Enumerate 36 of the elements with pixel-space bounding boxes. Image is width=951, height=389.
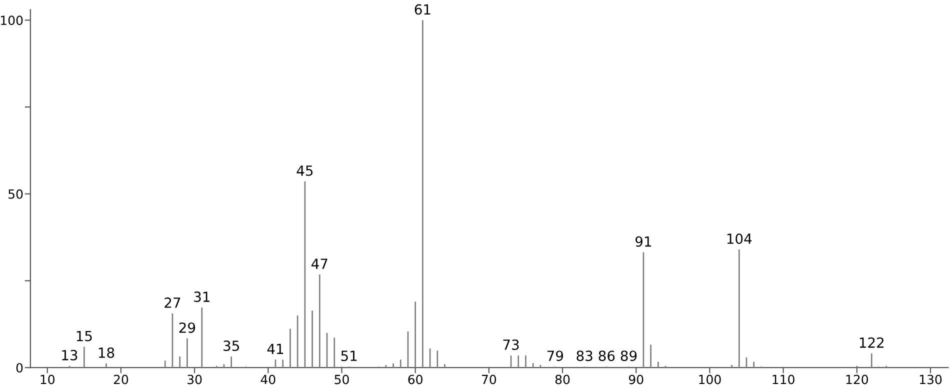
annotation: 13 [62, 350, 78, 360]
x-tick-label: 130 [920, 374, 942, 384]
y-tick-label: 50 [8, 189, 23, 199]
annotation: 29 [179, 322, 196, 333]
annotation: 79 [547, 350, 564, 362]
x-tick-label: 60 [408, 374, 422, 384]
x-tick-label: 90 [628, 374, 644, 384]
annotation: 51 [341, 350, 357, 362]
annotation: 31 [194, 292, 210, 302]
annotation: 35 [224, 340, 239, 352]
annotation: 122 [860, 337, 884, 348]
annotation: 86 [598, 350, 615, 362]
annotation: 104 [727, 233, 752, 244]
x-tick-label: 10 [40, 374, 54, 384]
x-tick-label: 120 [846, 374, 868, 384]
annotation: 47 [312, 258, 328, 269]
annotation: 15 [76, 330, 92, 342]
annotation: 45 [296, 166, 313, 176]
x-tick-label: 30 [188, 374, 202, 384]
annotation: 91 [636, 236, 652, 247]
annotation: 89 [620, 350, 637, 362]
x-tick-label: 80 [555, 374, 570, 384]
x-tick-label: 50 [334, 374, 349, 384]
x-tick-label: 70 [482, 374, 496, 384]
x-tick-label: 20 [114, 374, 128, 384]
annotation: 83 [576, 350, 592, 362]
annotation: 27 [164, 297, 180, 308]
x-tick-label: 100 [699, 374, 721, 384]
y-tick-label: 0 [16, 363, 23, 373]
annotation: 41 [267, 344, 284, 354]
x-tick-label: 40 [260, 374, 276, 384]
annotation: 73 [503, 339, 519, 350]
annotation: 18 [98, 347, 114, 358]
x-tick-label: 110 [772, 374, 794, 384]
annotation: 61 [414, 4, 430, 15]
y-tick-label: 100 [1, 16, 23, 26]
